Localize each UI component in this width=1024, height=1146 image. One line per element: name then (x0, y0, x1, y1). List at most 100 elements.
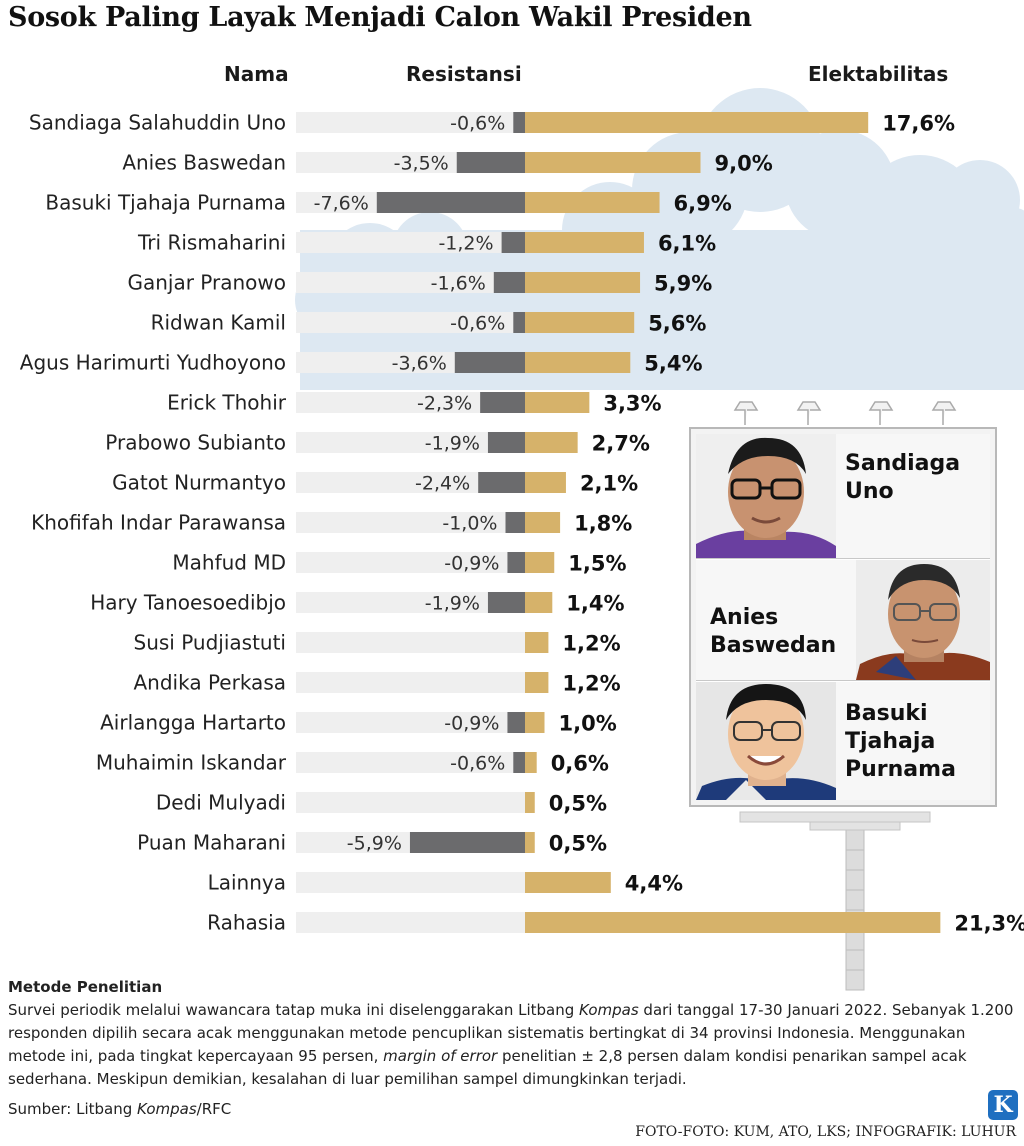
electability-label: 1,0% (559, 712, 617, 736)
electability-bar (525, 352, 631, 373)
category-label: Khofifah Indar Parawansa (31, 511, 286, 535)
photo-credit: FOTO-FOTO: KUM, ATO, LKS; INFOGRAFIK: LU… (635, 1124, 1016, 1140)
electability-bar (525, 272, 641, 293)
category-label: Airlangga Hartarto (100, 711, 286, 735)
category-label: Mahfud MD (172, 551, 286, 575)
electability-label: 1,4% (566, 592, 624, 616)
resistance-label: -2,4% (415, 473, 470, 495)
electability-bar (525, 232, 644, 253)
methodology-text: Survei periodik melalui wawancara tatap … (8, 1001, 580, 1019)
resistance-bar (487, 592, 525, 613)
row-shade (296, 632, 525, 653)
kompas-logo: K (988, 1090, 1018, 1120)
electability-bar (525, 192, 660, 213)
electability-label: 5,6% (648, 312, 706, 336)
row-shade (296, 112, 525, 133)
resistance-label: -2,3% (417, 393, 472, 415)
electability-label: 0,6% (551, 752, 609, 776)
electability-bar (525, 312, 635, 333)
category-label: Tri Rismaharini (137, 231, 286, 255)
methodology-text: dari tanggal 17-30 Januari 2022. Sebanya… (8, 1001, 1014, 1065)
electability-bar (525, 472, 566, 493)
row-shade (296, 752, 525, 773)
header-electability: Elektabilitas (808, 62, 949, 86)
resistance-label: -0,9% (444, 553, 499, 575)
row-shade (296, 792, 525, 813)
category-label: Hary Tanoesoedibjo (90, 591, 286, 615)
electability-bar (525, 752, 537, 773)
electability-bar (525, 792, 535, 813)
category-label: Ridwan Kamil (151, 311, 286, 335)
resistance-label: -3,5% (394, 153, 449, 175)
electability-resistance-chart: Sandiaga Salahuddin Uno -0,6% 17,6% Anies B… (20, 111, 1024, 936)
category-label: Anies Baswedan (122, 151, 286, 175)
source-italic: Kompas (137, 1100, 197, 1118)
electability-label: 6,9% (674, 192, 732, 216)
methodology-section: Metode Penelitian Survei periodik melalu… (8, 976, 1016, 1091)
row-shade (296, 512, 525, 533)
resistance-bar (454, 352, 525, 373)
billboard-label-line: Uno (845, 479, 894, 504)
electability-label: 1,2% (562, 672, 620, 696)
row-shade (296, 912, 525, 933)
billboard-label-line: Purnama (845, 757, 956, 782)
resistance-bar (505, 512, 525, 533)
electability-bar (525, 872, 611, 893)
resistance-label: -0,6% (450, 113, 505, 135)
electability-bar (525, 832, 535, 853)
header-name: Nama (224, 62, 289, 86)
row-shade (296, 872, 525, 893)
electability-label: 0,5% (549, 832, 607, 856)
resistance-label: -1,9% (425, 433, 480, 455)
electability-label: 17,6% (882, 112, 955, 136)
category-label: Sandiaga Salahuddin Uno (29, 111, 286, 135)
resistance-label: -1,2% (438, 233, 493, 255)
resistance-label: -0,6% (450, 753, 505, 775)
electability-label: 0,5% (549, 792, 607, 816)
category-label: Muhaimin Iskandar (96, 751, 287, 775)
billboard-label-line: Baswedan (710, 633, 837, 658)
billboard-label-line: Tjahaja (845, 729, 936, 754)
resistance-bar (507, 712, 525, 733)
category-label: Puan Maharani (137, 831, 286, 855)
resistance-bar (513, 312, 525, 333)
electability-label: 21,3% (954, 912, 1024, 936)
resistance-label: -5,9% (347, 833, 402, 855)
row-shade (296, 392, 525, 413)
electability-bar (525, 712, 545, 733)
billboard-label-line: Anies (710, 605, 779, 630)
category-label: Ganjar Pranowo (127, 271, 286, 295)
category-label: Rahasia (207, 911, 286, 935)
source-note: Sumber: Litbang Kompas/RFC (8, 1100, 231, 1118)
category-label: Prabowo Subianto (105, 431, 286, 455)
row-shade (296, 472, 525, 493)
methodology-heading: Metode Penelitian (8, 978, 163, 996)
resistance-bar (513, 752, 525, 773)
resistance-bar (493, 272, 525, 293)
billboard-label-anies: Anies Baswedan (710, 604, 836, 660)
resistance-label: -1,9% (425, 593, 480, 615)
electability-bar (525, 912, 941, 933)
electability-label: 1,2% (562, 632, 620, 656)
electability-label: 5,9% (654, 272, 712, 296)
row-shade (296, 232, 525, 253)
resistance-label: -3,6% (392, 353, 447, 375)
row-shade (296, 592, 525, 613)
resistance-label: -0,9% (444, 713, 499, 735)
category-label: Lainnya (208, 871, 286, 895)
category-label: Susi Pudjiastuti (134, 631, 287, 655)
electability-bar (525, 152, 701, 173)
category-label: Dedi Mulyadi (156, 791, 286, 815)
electability-label: 9,0% (715, 152, 773, 176)
electability-bar (525, 392, 590, 413)
resistance-label: -1,6% (431, 273, 486, 295)
resistance-label: -1,0% (442, 513, 497, 535)
portrait-basuki-tjahaja-purnama (696, 684, 836, 800)
source-suffix: /RFC (196, 1100, 232, 1118)
electability-label: 2,7% (592, 432, 650, 456)
resistance-bar (456, 152, 525, 173)
electability-bar (525, 432, 578, 453)
electability-label: 4,4% (625, 872, 683, 896)
electability-bar (525, 632, 549, 653)
electability-label: 1,5% (568, 552, 626, 576)
